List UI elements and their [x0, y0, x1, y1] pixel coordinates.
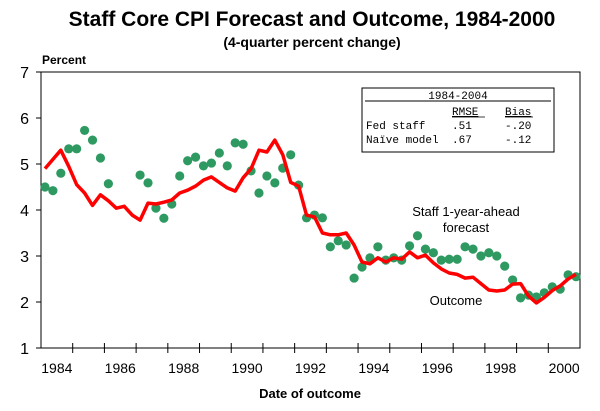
forecast-point	[500, 261, 510, 271]
y-tick-label: 1	[20, 341, 29, 358]
forecast-point	[341, 240, 351, 250]
chart-subtitle: (4-quarter percent change)	[223, 34, 400, 50]
forecast-point	[151, 203, 161, 213]
y-tick-label: 6	[20, 111, 29, 128]
forecast-point	[325, 242, 335, 252]
inset-row1-rmse: .51	[452, 121, 472, 133]
y-axis-label: Percent	[42, 53, 86, 67]
inset-row1-bias: -.20	[505, 121, 531, 133]
forecast-point	[87, 135, 98, 145]
forecast-point	[444, 254, 454, 264]
forecast-point	[48, 186, 58, 196]
inset-header-rmse: RMSE	[452, 107, 479, 119]
x-ticks: 1984 1986 1988 1990 1992 1994 1996 1998 2000	[41, 343, 580, 376]
y-tick-label: 2	[20, 295, 29, 312]
x-tick-label: 1988	[168, 360, 199, 376]
forecast-point	[452, 254, 462, 264]
forecast-point	[143, 178, 153, 188]
inset-table-title: 1984-2004	[428, 91, 488, 103]
inset-table-box	[361, 87, 555, 153]
forecast-point	[190, 152, 201, 162]
y-tick-label: 4	[20, 203, 29, 220]
forecast-point	[412, 231, 423, 241]
forecast-point	[135, 170, 145, 180]
forecast-point	[484, 248, 494, 258]
forecast-point	[436, 255, 446, 265]
inset-table: 1984-2004 RMSE Bias Fed staff .51 -.20 N…	[361, 87, 555, 153]
forecast-point	[492, 251, 502, 261]
y-tick-label: 7	[20, 65, 29, 82]
x-tick-label: 1986	[105, 360, 136, 376]
forecast-point	[79, 125, 90, 136]
forecast-point	[56, 168, 66, 178]
forecast-point	[373, 242, 383, 252]
forecast-point	[238, 139, 248, 149]
forecast-point	[357, 262, 367, 272]
forecast-point	[286, 150, 296, 160]
forecast-point	[349, 273, 359, 283]
forecast-annotation-line2: forecast	[443, 220, 490, 235]
forecast-point	[254, 188, 264, 198]
forecast-point	[420, 244, 431, 254]
forecast-point	[214, 148, 224, 158]
forecast-point	[40, 182, 50, 192]
inset-header-bias: Bias	[505, 107, 531, 119]
x-tick-label: 1984	[41, 360, 72, 376]
x-tick-label: 2000	[549, 360, 580, 376]
forecast-point	[103, 179, 113, 189]
outcome-annotation: Outcome	[430, 293, 483, 308]
y-tick-label: 5	[20, 157, 29, 174]
y-ticks: 1 2 3 4 5 6 7	[20, 65, 41, 358]
forecast-point	[317, 213, 327, 223]
x-tick-label: 1998	[485, 360, 516, 376]
forecast-point	[270, 178, 280, 188]
forecast-point	[72, 144, 82, 154]
forecast-point	[183, 156, 193, 166]
x-axis-label: Date of outcome	[259, 386, 361, 401]
forecast-point	[476, 251, 486, 261]
forecast-point	[159, 213, 169, 223]
forecast-point	[468, 244, 478, 254]
inset-row2-label: Naïve model	[366, 135, 439, 147]
forecast-annotation-line1: Staff 1-year-ahead	[412, 204, 519, 219]
series-layer	[40, 125, 581, 305]
forecast-point	[198, 161, 209, 171]
y-tick-label: 3	[20, 249, 29, 266]
forecast-point	[206, 158, 217, 168]
forecast-point	[428, 248, 438, 258]
inset-row1-label: Fed staff	[366, 121, 425, 133]
chart-title: Staff Core CPI Forecast and Outcome, 198…	[69, 8, 556, 31]
forecast-point	[95, 153, 106, 163]
forecast-point	[333, 236, 343, 246]
inset-row2-bias: -.12	[505, 135, 531, 147]
forecast-point	[175, 171, 185, 181]
forecast-point	[515, 293, 526, 303]
forecast-point	[222, 161, 232, 171]
x-tick-label: 1994	[358, 360, 389, 376]
x-tick-label: 1996	[422, 360, 453, 376]
x-tick-label: 1990	[232, 360, 263, 376]
outcome-line	[43, 138, 577, 305]
forecast-point	[64, 144, 74, 154]
forecast-point	[460, 242, 470, 252]
forecast-point	[262, 171, 272, 181]
forecast-point	[404, 241, 415, 251]
x-tick-label: 1992	[295, 360, 326, 376]
inset-row2-rmse: .67	[452, 135, 472, 147]
forecast-point	[230, 138, 240, 148]
